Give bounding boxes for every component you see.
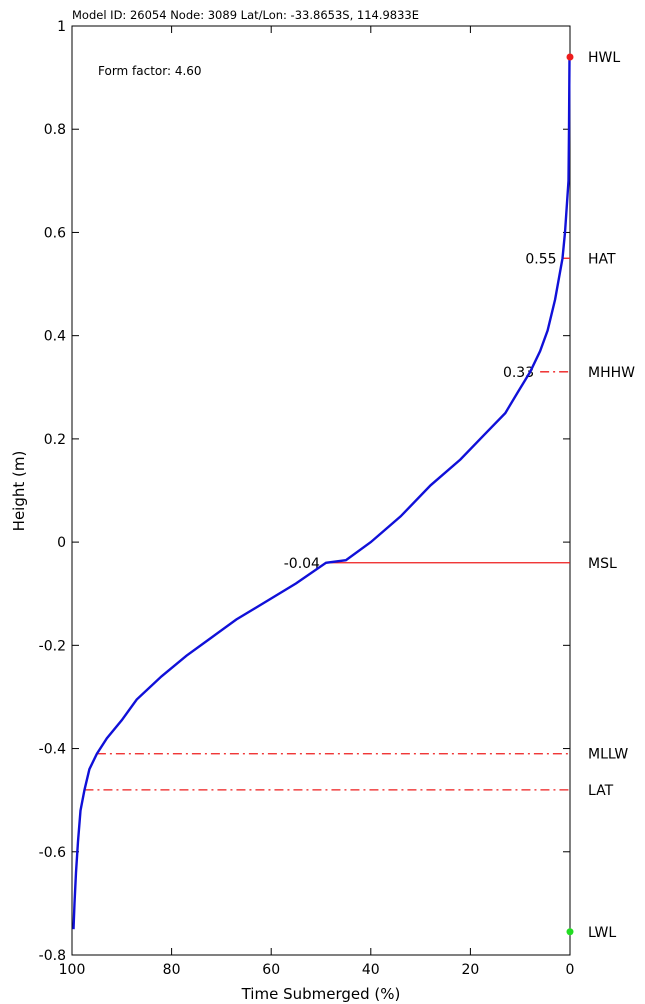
msl-value-label: -0.04 [284,556,320,572]
y-tick-label: 1 [57,19,66,35]
lwl-marker [566,928,574,936]
hat-value-label: 0.55 [525,251,556,267]
x-tick-label: 0 [566,962,575,978]
y-axis-label: Height (m) [10,451,28,532]
x-tick-label: 40 [362,962,380,978]
mhhw-name-label: MHHW [588,365,635,381]
hwl-marker [566,53,574,61]
hwl-name-label: HWL [588,50,620,66]
y-tick-label: -0.8 [39,948,66,964]
y-tick-label: 0.8 [44,122,66,138]
chart-header: Model ID: 26054 Node: 3089 Lat/Lon: -33.… [72,8,419,22]
y-tick-label: -0.6 [39,845,66,861]
submergence-curve [72,56,571,930]
form-factor-label: Form factor: 4.60 [98,64,202,78]
msl-name-label: MSL [588,556,617,572]
x-axis-label: Time Submerged (%) [241,985,401,1003]
y-tick-label: -0.2 [39,638,66,654]
hat-name-label: HAT [588,251,616,267]
lat-name-label: LAT [588,783,614,799]
x-tick-label: 100 [59,962,86,978]
y-tick-label: 0.4 [44,329,66,345]
mllw-name-label: MLLW [588,747,628,763]
plot-frame [71,25,571,956]
y-tick-label: 0 [57,535,66,551]
x-tick-label: 60 [262,962,280,978]
axis-ticks: -0.8 -0.6 -0.4 -0.2 0 0.2 0.4 0.6 0.8 1 100 80 60 40 2… [39,19,575,978]
y-tick-label: 0.6 [44,225,66,241]
x-tick-label: 80 [163,962,181,978]
y-tick-label: -0.4 [39,742,66,758]
lwl-name-label: LWL [588,925,616,941]
y-tick-label: 0.2 [44,432,66,448]
level-markers [566,53,574,936]
x-tick-label: 20 [461,962,479,978]
